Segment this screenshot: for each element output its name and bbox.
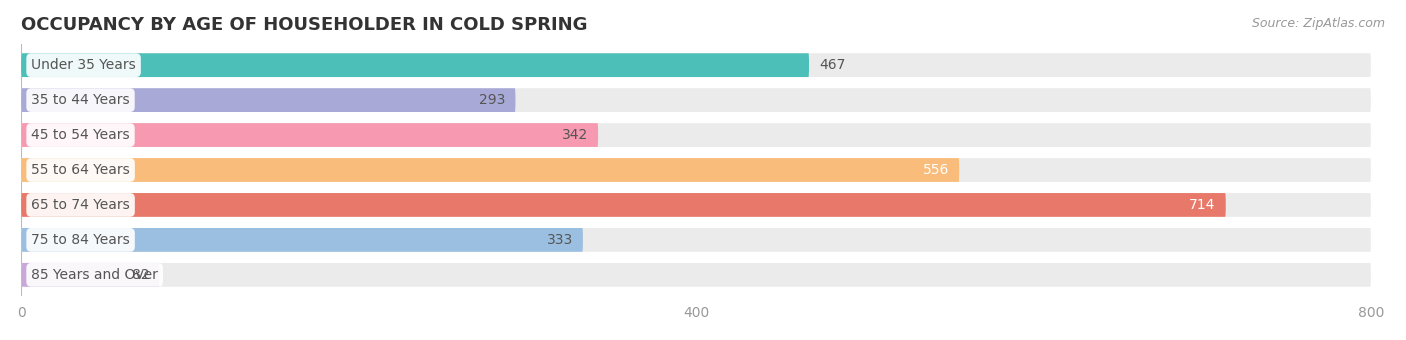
Text: 75 to 84 Years: 75 to 84 Years [31,233,129,247]
Text: 342: 342 [562,128,588,142]
FancyBboxPatch shape [21,263,159,287]
Text: 556: 556 [922,163,949,177]
Text: 714: 714 [1189,198,1216,212]
Text: 45 to 54 Years: 45 to 54 Years [31,128,129,142]
Text: 85 Years and Over: 85 Years and Over [31,268,157,282]
Text: Source: ZipAtlas.com: Source: ZipAtlas.com [1251,17,1385,30]
FancyBboxPatch shape [21,263,1371,287]
FancyBboxPatch shape [21,53,1371,77]
FancyBboxPatch shape [21,123,598,147]
Text: 293: 293 [479,93,505,107]
FancyBboxPatch shape [21,193,1226,217]
Text: 467: 467 [820,58,845,72]
Text: 55 to 64 Years: 55 to 64 Years [31,163,129,177]
Text: OCCUPANCY BY AGE OF HOUSEHOLDER IN COLD SPRING: OCCUPANCY BY AGE OF HOUSEHOLDER IN COLD … [21,16,588,34]
Text: Under 35 Years: Under 35 Years [31,58,136,72]
Text: 65 to 74 Years: 65 to 74 Years [31,198,129,212]
FancyBboxPatch shape [21,123,1371,147]
Text: 35 to 44 Years: 35 to 44 Years [31,93,129,107]
Text: 333: 333 [547,233,572,247]
Text: 82: 82 [132,268,149,282]
FancyBboxPatch shape [21,193,1371,217]
FancyBboxPatch shape [21,53,808,77]
FancyBboxPatch shape [21,228,1371,252]
FancyBboxPatch shape [21,88,516,112]
FancyBboxPatch shape [21,158,1371,182]
FancyBboxPatch shape [21,158,959,182]
FancyBboxPatch shape [21,88,1371,112]
FancyBboxPatch shape [21,228,583,252]
